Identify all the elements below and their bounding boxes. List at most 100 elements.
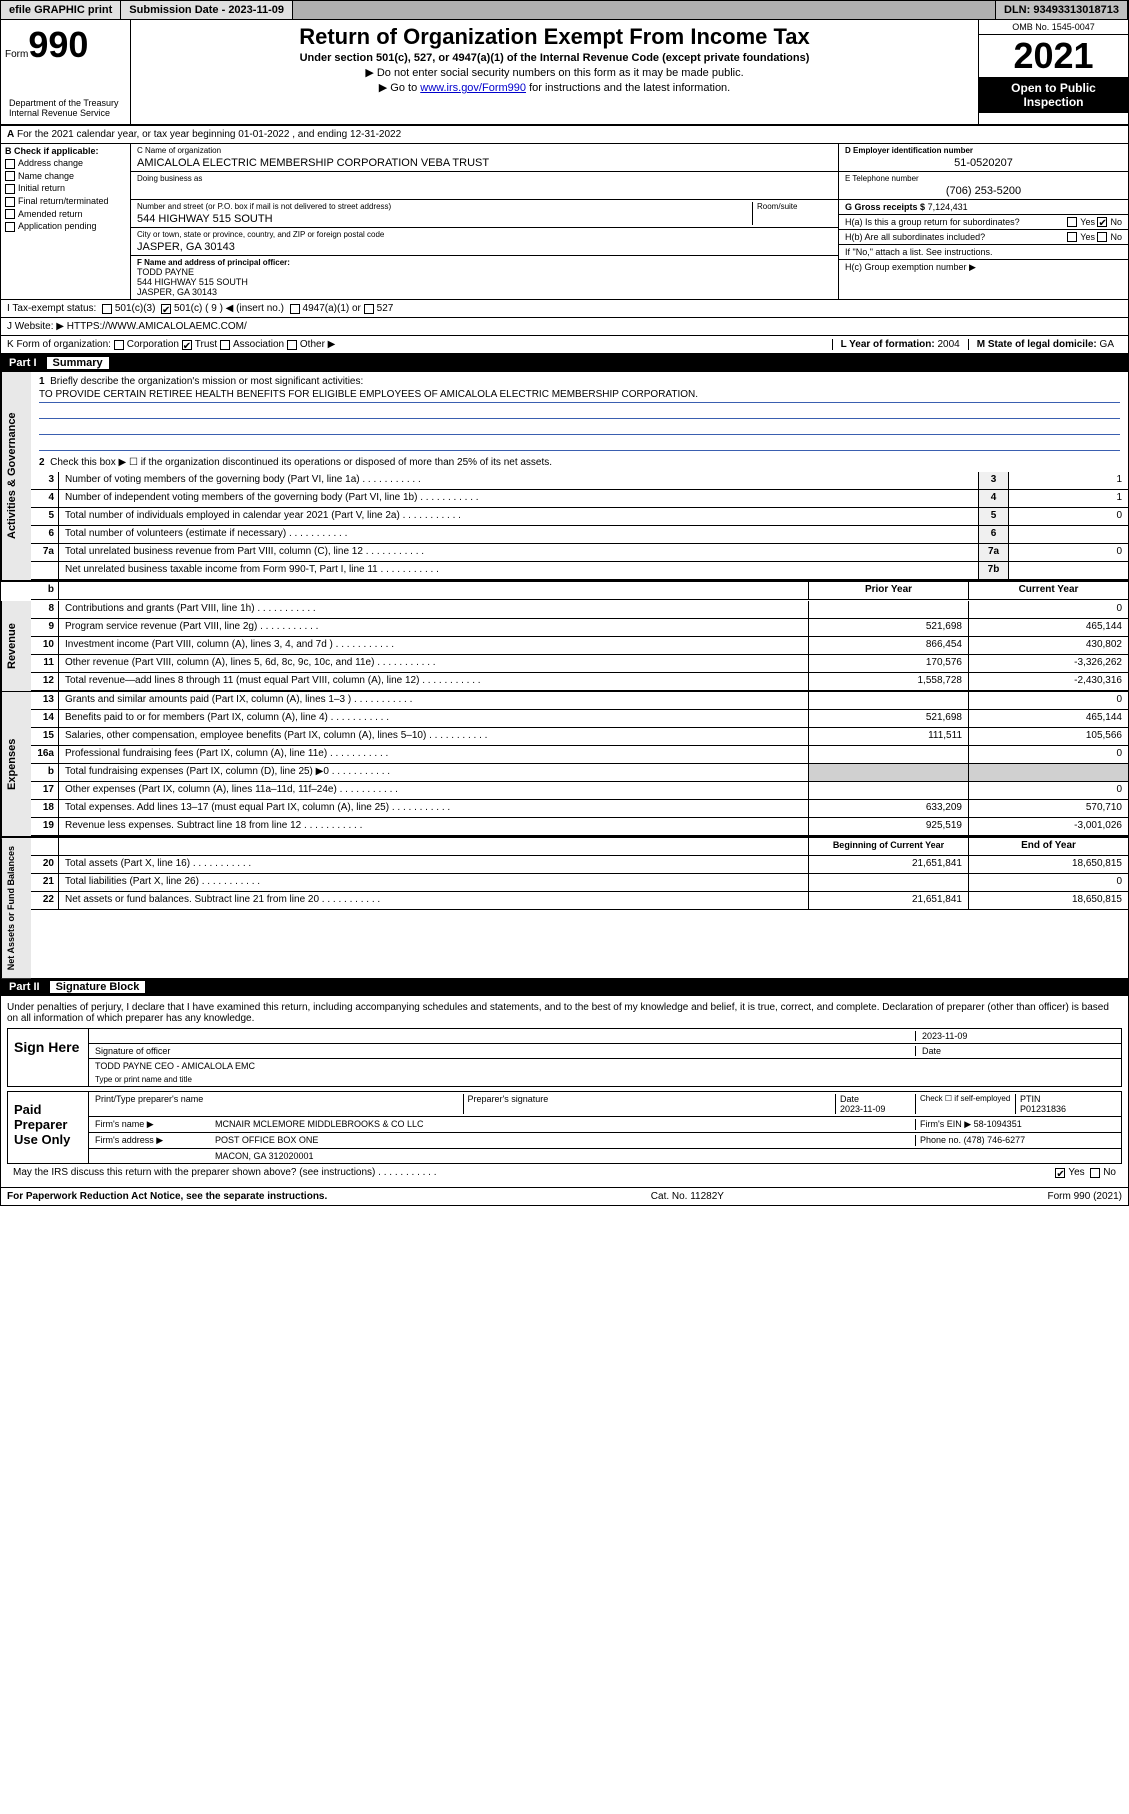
e-label: E Telephone number (845, 174, 1122, 183)
prep-date: 2023-11-09 (840, 1104, 885, 1114)
table-row: 3Number of voting members of the governi… (31, 472, 1128, 490)
sidebar-revenue: Revenue (1, 601, 31, 691)
check-option[interactable]: Application pending (5, 221, 126, 232)
open-public-badge: Open to Public Inspection (979, 77, 1128, 113)
officer-name: TODD PAYNE (137, 267, 832, 277)
table-row: Net unrelated business taxable income fr… (31, 562, 1128, 580)
a1-check[interactable] (290, 304, 300, 314)
hb-no-check[interactable] (1097, 232, 1107, 242)
corp-check[interactable] (114, 340, 124, 350)
city: JASPER, GA 30143 (137, 241, 832, 253)
note2: ▶ Go to www.irs.gov/Form990 for instruct… (135, 81, 974, 94)
sig-officer-label: Signature of officer (95, 1046, 915, 1056)
sidebar-net: Net Assets or Fund Balances (1, 838, 31, 978)
check-option[interactable]: Amended return (5, 209, 126, 220)
declaration: Under penalties of perjury, I declare th… (7, 1002, 1122, 1024)
dln: DLN: 93493313018713 (996, 1, 1128, 19)
g-label: G Gross receipts $ (845, 202, 925, 212)
firm-addr2: MACON, GA 312020001 (215, 1151, 314, 1161)
check-label: B Check if applicable: (5, 146, 126, 156)
officer-printed: TODD PAYNE CEO - AMICALOLA EMC (95, 1061, 255, 1071)
c-label: C Name of organization (137, 146, 832, 155)
officer-addr2: JASPER, GA 30143 (137, 287, 832, 297)
table-row: 11Other revenue (Part VIII, column (A), … (31, 655, 1128, 673)
tax-year-line: A For the 2021 calendar year, or tax yea… (1, 126, 1128, 144)
table-row: 6Total number of volunteers (estimate if… (31, 526, 1128, 544)
part1-title: Summary (47, 357, 109, 369)
table-row: 17Other expenses (Part IX, column (A), l… (31, 782, 1128, 800)
c-check[interactable] (161, 304, 171, 314)
ha-no-check[interactable] (1097, 217, 1107, 227)
table-row: 4Number of independent voting members of… (31, 490, 1128, 508)
check-option[interactable]: Name change (5, 171, 126, 182)
form-label: Form990 (5, 24, 126, 66)
officer-printed-label: Type or print name and title (95, 1075, 192, 1084)
irs-link[interactable]: www.irs.gov/Form990 (420, 82, 526, 94)
prep-check: Check ☐ if self-employed (915, 1094, 1015, 1114)
check-option[interactable]: Initial return (5, 183, 126, 194)
discuss-no-check[interactable] (1090, 1168, 1100, 1178)
check-option[interactable]: Final return/terminated (5, 196, 126, 207)
d-label: D Employer identification number (845, 146, 1122, 155)
527-check[interactable] (364, 304, 374, 314)
trust-check[interactable] (182, 340, 192, 350)
end-year-header: End of Year (968, 838, 1128, 855)
gross-receipts: 7,124,431 (928, 202, 968, 212)
table-row: 10Investment income (Part VIII, column (… (31, 637, 1128, 655)
omb: OMB No. 1545-0047 (979, 20, 1128, 35)
tax-year: 2021 (979, 35, 1128, 77)
prep-sig-label: Preparer's signature (463, 1094, 836, 1114)
table-row: 16aProfessional fundraising fees (Part I… (31, 746, 1128, 764)
efile-button[interactable]: efile GRAPHIC print (1, 1, 121, 19)
paid-preparer-label: Paid Preparer Use Only (8, 1092, 88, 1163)
assoc-check[interactable] (220, 340, 230, 350)
table-row: 15Salaries, other compensation, employee… (31, 728, 1128, 746)
ptin: P01231836 (1020, 1104, 1066, 1114)
page-title: Return of Organization Exempt From Incom… (135, 24, 974, 50)
prior-year-header: Prior Year (808, 582, 968, 599)
prep-name-label: Print/Type preparer's name (95, 1094, 463, 1114)
phone: (706) 253-5200 (845, 185, 1122, 197)
table-row: 21Total liabilities (Part X, line 26)0 (31, 874, 1128, 892)
table-row: 22Net assets or fund balances. Subtract … (31, 892, 1128, 910)
hb-label: H(b) Are all subordinates included? (845, 232, 1067, 242)
ein: 51-0520207 (845, 157, 1122, 169)
part2-title: Signature Block (50, 981, 146, 993)
table-row: 7aTotal unrelated business revenue from … (31, 544, 1128, 562)
hb-yes-check[interactable] (1067, 232, 1077, 242)
ha-yes-check[interactable] (1067, 217, 1077, 227)
tax-status-label: I Tax-exempt status: (7, 303, 96, 314)
table-row: 13Grants and similar amounts paid (Part … (31, 692, 1128, 710)
top-bar: efile GRAPHIC print Submission Date - 20… (1, 1, 1128, 20)
check-option[interactable]: Address change (5, 158, 126, 169)
current-year-header: Current Year (968, 582, 1128, 599)
f-label: F Name and address of principal officer: (137, 258, 832, 267)
part2-label: Part II (9, 981, 40, 993)
other-check[interactable] (287, 340, 297, 350)
hb-note: If "No," attach a list. See instructions… (839, 245, 1128, 260)
website-label: J Website: ▶ (7, 321, 64, 332)
street-label: Number and street (or P.O. box if mail i… (137, 202, 752, 211)
cat-no: Cat. No. 11282Y (651, 1191, 724, 1202)
website-value: HTTPS://WWW.AMICALOLAEMC.COM/ (67, 321, 247, 332)
c3-check[interactable] (102, 304, 112, 314)
sidebar-expenses: Expenses (1, 692, 31, 836)
paperwork-notice: For Paperwork Reduction Act Notice, see … (7, 1191, 327, 1202)
sidebar-governance: Activities & Governance (1, 372, 31, 580)
room-label: Room/suite (757, 202, 832, 211)
table-row: 5Total number of individuals employed in… (31, 508, 1128, 526)
part1-label: Part I (9, 357, 37, 369)
year-formation: 2004 (937, 339, 959, 350)
sig-date: 2023-11-09 (915, 1031, 1115, 1041)
firm-name: MCNAIR MCLEMORE MIDDLEBROOKS & CO LLC (215, 1119, 915, 1130)
street: 544 HIGHWAY 515 SOUTH (137, 213, 752, 225)
note1: ▶ Do not enter social security numbers o… (135, 66, 974, 79)
firm-addr1: POST OFFICE BOX ONE (215, 1135, 915, 1146)
discuss-yes-check[interactable] (1055, 1168, 1065, 1178)
dept: Department of the Treasury Internal Reve… (5, 96, 126, 120)
submission-date: Submission Date - 2023-11-09 (121, 1, 293, 19)
subtitle: Under section 501(c), 527, or 4947(a)(1)… (135, 52, 974, 64)
org-name: AMICALOLA ELECTRIC MEMBERSHIP CORPORATIO… (137, 157, 832, 169)
table-row: 9Program service revenue (Part VIII, lin… (31, 619, 1128, 637)
table-row: bTotal fundraising expenses (Part IX, co… (31, 764, 1128, 782)
